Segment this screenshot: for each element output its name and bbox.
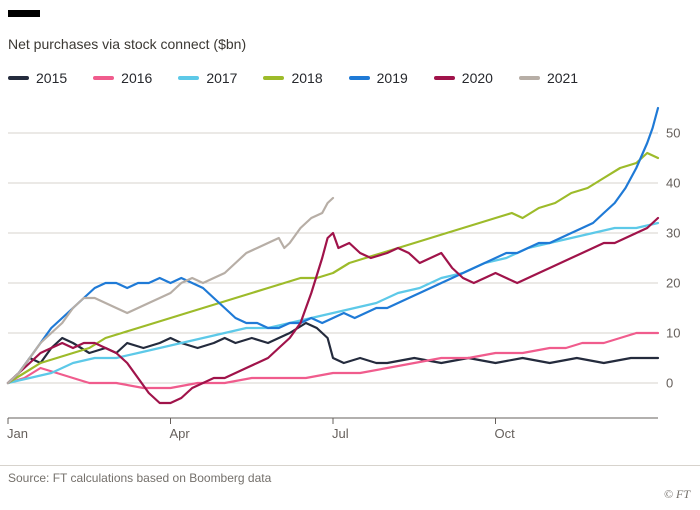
legend-item-2020: 2020 [433,70,493,86]
y-tick-label-30: 30 [666,226,680,241]
series-line-2016 [6,331,660,390]
x-tick-label-Jul: Jul [332,426,349,441]
legend-label-2016: 2016 [121,70,153,86]
legend-swatch-2021 [518,76,540,80]
footer-divider [0,465,700,466]
legend-swatch-2016 [93,76,115,80]
ft-credit: © FT [663,487,690,501]
legend-swatch-2019 [348,76,370,80]
x-tick-label-Jan: Jan [7,426,28,441]
series-line-2021 [6,196,335,385]
line-chart: 0 10 20 30 40 50 Jan Apr Jul Oct [6,106,680,441]
legend-label-2015: 2015 [36,70,68,86]
legend-swatch-2017 [178,76,200,80]
y-tick-label-0: 0 [666,376,673,391]
legend-item-2015: 2015 [8,70,67,86]
series-line-2019 [6,106,660,385]
legend-item-2019: 2019 [348,70,408,86]
legend-swatch-2018 [263,76,285,80]
footer: Source: FT calculations based on Boomber… [0,465,700,502]
y-tick-label-50: 50 [666,126,680,141]
legend: 2015 2016 2017 2018 2019 2020 2021 [8,69,700,87]
legend-item-2017: 2017 [178,70,237,86]
y-tick-label-20: 20 [666,276,680,291]
ft-top-marker [8,10,40,17]
legend-label-2019: 2019 [376,70,408,86]
chart-title: Net purchases via stock connect ($bn) [8,36,247,52]
legend-swatch-2020 [433,76,455,80]
legend-label-2021: 2021 [546,70,579,86]
legend-swatch-2015 [8,76,29,80]
y-tick-label-40: 40 [666,176,680,191]
y-tick-label-10: 10 [666,326,680,341]
x-tick-label-Apr: Apr [170,426,191,441]
series-line-2020 [6,216,660,405]
legend-item-2018: 2018 [263,70,323,86]
legend-label-2018: 2018 [291,70,323,86]
series-line-2018 [6,151,660,385]
source-note: Source: FT calculations based on Boomber… [8,471,272,485]
legend-label-2017: 2017 [206,70,238,86]
legend-item-2016: 2016 [93,70,152,86]
legend-label-2020: 2020 [461,70,493,86]
x-tick-label-Oct: Oct [495,426,516,441]
legend-item-2021: 2021 [518,70,579,86]
